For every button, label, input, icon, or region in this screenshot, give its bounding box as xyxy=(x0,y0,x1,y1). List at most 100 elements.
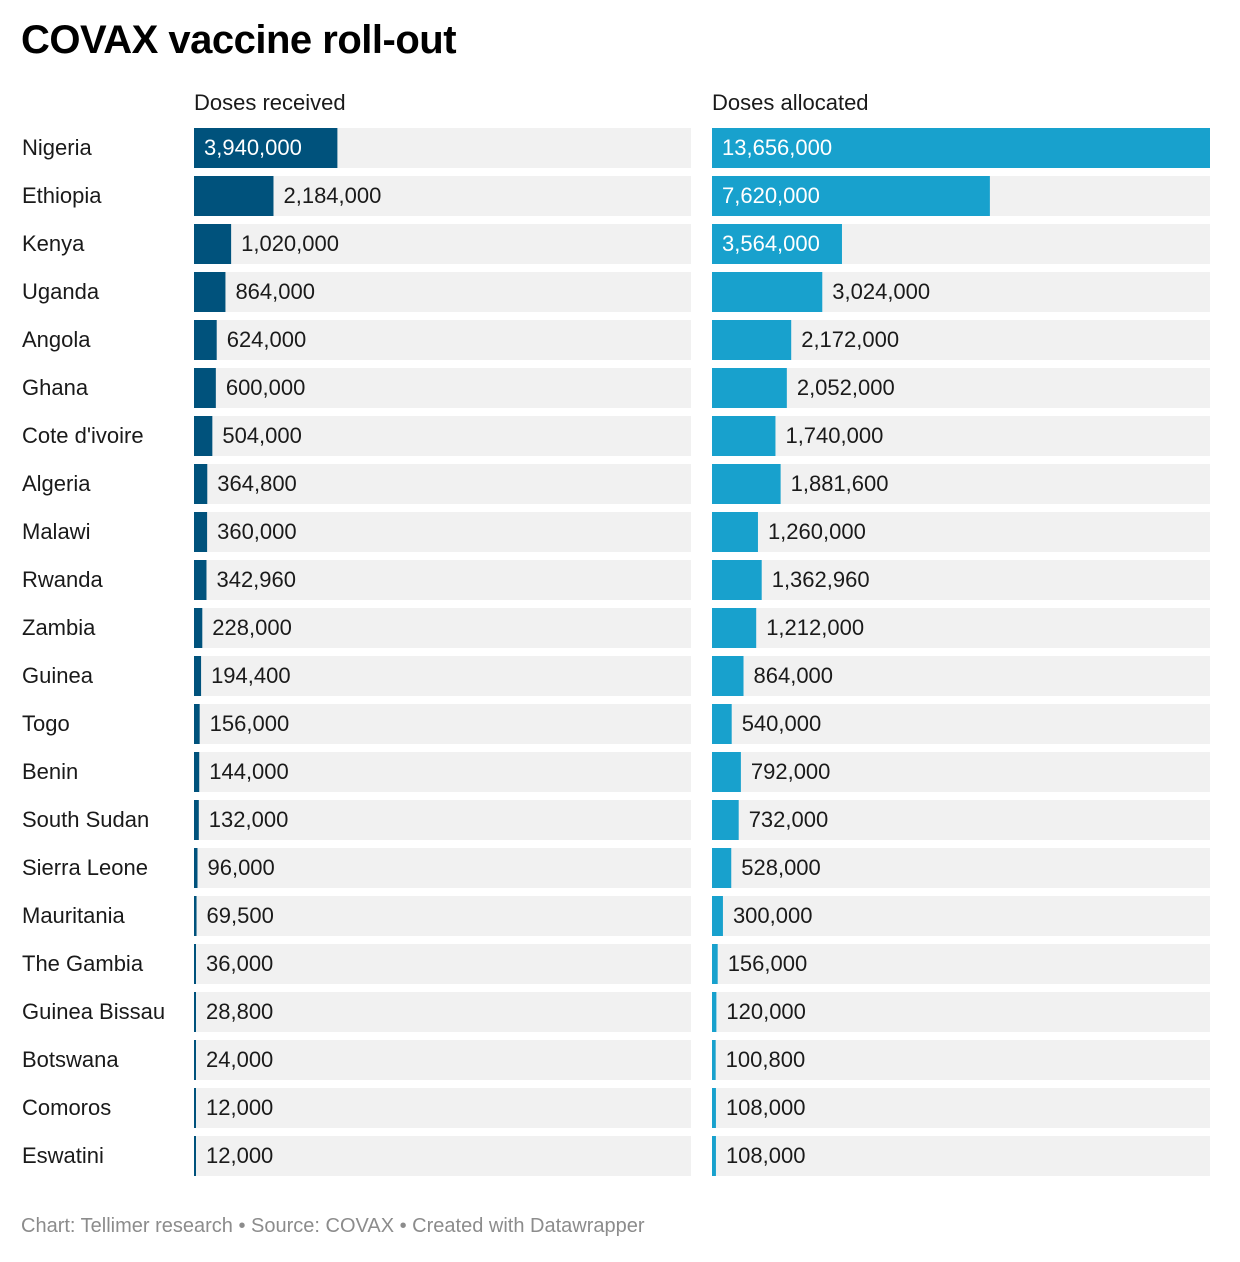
bar-received xyxy=(194,272,226,312)
bar-allocated xyxy=(712,944,718,984)
bar-allocated xyxy=(712,176,990,216)
bar-track xyxy=(712,368,1210,408)
bar-allocated xyxy=(712,608,757,648)
value-label-allocated: 156,000 xyxy=(728,951,808,976)
bar-track xyxy=(712,320,1210,360)
value-label-received: 132,000 xyxy=(209,807,289,832)
bar-received xyxy=(194,464,208,504)
bar-track xyxy=(712,896,1210,936)
bar-track xyxy=(194,368,691,408)
bar-received xyxy=(194,560,207,600)
bar-track xyxy=(194,800,691,840)
bar-allocated xyxy=(712,800,739,840)
value-label-received: 36,000 xyxy=(206,951,273,976)
column-header-allocated: Doses allocated xyxy=(712,90,869,115)
category-label: Rwanda xyxy=(22,567,103,592)
category-label: Botswana xyxy=(22,1047,119,1072)
bar-track xyxy=(712,800,1210,840)
bar-allocated xyxy=(712,752,741,792)
bar-received xyxy=(194,992,196,1032)
bar-allocated xyxy=(712,320,792,360)
bar-track xyxy=(194,1088,691,1128)
value-label-received: 144,000 xyxy=(209,759,289,784)
value-label-received: 96,000 xyxy=(207,855,274,880)
bar-received xyxy=(194,416,213,456)
value-label-allocated: 300,000 xyxy=(733,903,813,928)
bar-track xyxy=(712,1088,1210,1128)
value-label-allocated: 528,000 xyxy=(741,855,821,880)
bar-received xyxy=(194,368,216,408)
bar-track xyxy=(712,752,1210,792)
bar-track xyxy=(712,464,1210,504)
bar-received xyxy=(194,608,203,648)
category-label: Comoros xyxy=(22,1095,111,1120)
value-label-allocated: 540,000 xyxy=(742,711,822,736)
bar-received xyxy=(194,704,200,744)
bar-track xyxy=(194,896,691,936)
category-label: Zambia xyxy=(22,615,96,640)
value-label-received: 28,800 xyxy=(206,999,273,1024)
bar-track xyxy=(194,1040,691,1080)
value-label-received: 624,000 xyxy=(227,327,307,352)
category-label: Mauritania xyxy=(22,903,125,928)
value-label-allocated: 792,000 xyxy=(751,759,831,784)
bar-received xyxy=(194,512,208,552)
bar-track xyxy=(712,1136,1210,1176)
bar-received xyxy=(194,896,197,936)
bar-received xyxy=(194,800,199,840)
category-label: Algeria xyxy=(22,471,91,496)
value-label-allocated: 3,564,000 xyxy=(722,231,820,256)
category-label: South Sudan xyxy=(22,807,149,832)
bar-allocated xyxy=(712,1136,716,1176)
value-label-allocated: 108,000 xyxy=(726,1143,806,1168)
value-label-allocated: 1,881,600 xyxy=(791,471,889,496)
category-label: Benin xyxy=(22,759,78,784)
bar-allocated xyxy=(712,224,842,264)
value-label-allocated: 100,800 xyxy=(726,1047,806,1072)
chart-footer: Chart: Tellimer research • Source: COVAX… xyxy=(21,1215,645,1237)
bar-track xyxy=(194,512,691,552)
value-label-allocated: 3,024,000 xyxy=(832,279,930,304)
value-label-received: 2,184,000 xyxy=(283,183,381,208)
bar-track xyxy=(194,704,691,744)
bar-received xyxy=(194,1136,196,1176)
category-label: Guinea Bissau xyxy=(22,999,165,1024)
category-label: Ghana xyxy=(22,375,89,400)
category-label: Togo xyxy=(22,711,70,736)
bar-track xyxy=(712,944,1210,984)
category-label: Angola xyxy=(22,327,91,352)
value-label-allocated: 1,212,000 xyxy=(766,615,864,640)
bar-allocated xyxy=(712,896,723,936)
bar-allocated xyxy=(712,656,744,696)
bar-track xyxy=(194,416,691,456)
bar-track xyxy=(194,752,691,792)
value-label-received: 3,940,000 xyxy=(204,135,302,160)
value-label-allocated: 7,620,000 xyxy=(722,183,820,208)
bar-track xyxy=(712,704,1210,744)
bar-received xyxy=(194,128,338,168)
bar-received xyxy=(194,656,202,696)
value-label-allocated: 1,740,000 xyxy=(785,423,883,448)
value-label-allocated: 13,656,000 xyxy=(722,135,832,160)
bar-track xyxy=(194,608,691,648)
bar-allocated xyxy=(712,704,732,744)
bar-track xyxy=(712,848,1210,888)
bar-track xyxy=(194,992,691,1032)
value-label-allocated: 732,000 xyxy=(749,807,829,832)
value-label-allocated: 864,000 xyxy=(754,663,834,688)
bar-track xyxy=(712,992,1210,1032)
bar-allocated xyxy=(712,992,717,1032)
bar-received xyxy=(194,176,274,216)
bar-track xyxy=(194,272,691,312)
value-label-received: 156,000 xyxy=(210,711,290,736)
bar-track xyxy=(194,560,691,600)
bar-allocated xyxy=(712,512,758,552)
category-label: Sierra Leone xyxy=(22,855,148,880)
value-label-received: 194,400 xyxy=(211,663,291,688)
bar-received xyxy=(194,320,217,360)
category-label: Guinea xyxy=(22,663,94,688)
bar-allocated xyxy=(712,1088,716,1128)
bar-track xyxy=(712,560,1210,600)
bar-allocated xyxy=(712,368,787,408)
bar-track xyxy=(194,224,691,264)
